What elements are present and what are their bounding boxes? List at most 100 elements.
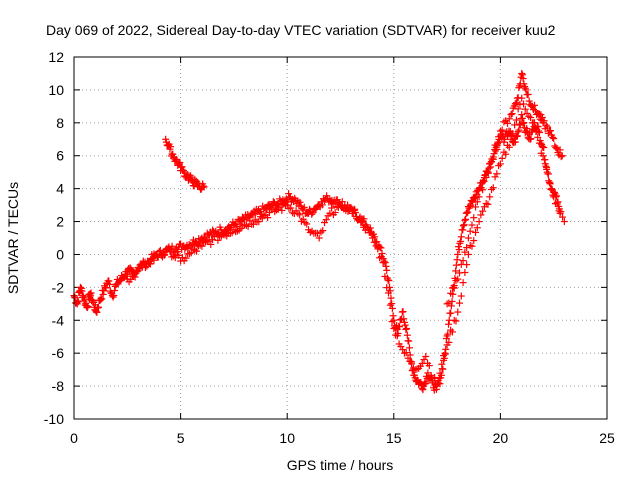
data-point: [470, 195, 478, 203]
data-point: [448, 297, 456, 305]
data-point: [287, 204, 295, 212]
data-point: [383, 284, 391, 292]
data-point: [475, 193, 483, 201]
data-point: [319, 227, 327, 235]
data-point: [558, 152, 566, 160]
data-point: [463, 244, 471, 252]
data-point: [498, 154, 506, 162]
data-point: [322, 216, 330, 224]
data-points: [70, 69, 568, 394]
data-point: [96, 296, 104, 304]
data-point: [512, 99, 520, 107]
data-point: [390, 325, 398, 332]
data-point: [333, 203, 341, 211]
data-point: [456, 299, 464, 307]
data-point: [308, 210, 316, 218]
data-point: [479, 207, 487, 215]
data-point: [249, 220, 257, 228]
y-tick-label: 4: [56, 181, 64, 197]
data-point: [522, 86, 530, 94]
data-point: [535, 139, 543, 147]
data-point: [531, 101, 539, 109]
data-point: [464, 250, 472, 258]
data-point: [143, 262, 151, 270]
data-point: [521, 84, 529, 92]
data-point: [491, 173, 499, 181]
data-point: [399, 346, 407, 354]
data-point: [488, 185, 496, 193]
data-point: [95, 303, 103, 311]
data-point: [519, 100, 527, 108]
data-point: [508, 110, 516, 118]
data-point: [452, 317, 460, 325]
data-point: [370, 238, 378, 246]
data-point: [521, 83, 529, 91]
data-point: [285, 190, 293, 198]
data-point: [175, 251, 183, 259]
data-point: [544, 170, 552, 178]
data-point: [454, 275, 462, 283]
data-point: [193, 178, 201, 186]
data-point: [436, 369, 444, 377]
y-tick-label: 2: [56, 214, 64, 230]
data-point: [493, 170, 501, 178]
data-point: [528, 119, 536, 127]
data-point: [445, 338, 453, 346]
data-point: [461, 216, 469, 224]
data-point: [150, 256, 158, 264]
data-point: [179, 167, 187, 175]
data-point: [552, 144, 560, 151]
data-point: [445, 299, 453, 307]
y-axis-label: SDTVAR / TECUs: [5, 182, 21, 294]
data-point: [540, 117, 548, 125]
data-point: [530, 123, 538, 131]
data-point: [464, 234, 472, 242]
data-point: [470, 214, 478, 222]
data-point: [408, 358, 416, 366]
data-point: [212, 230, 220, 238]
data-point: [527, 135, 535, 143]
y-tick-label: 8: [56, 115, 64, 131]
data-point: [78, 287, 86, 295]
data-point: [377, 253, 385, 261]
data-point: [547, 127, 555, 135]
data-point: [441, 350, 449, 358]
data-point: [480, 174, 488, 182]
data-point: [511, 100, 519, 108]
data-point: [383, 266, 391, 274]
data-point: [385, 277, 393, 285]
data-point: [351, 205, 359, 213]
data-point: [553, 145, 561, 153]
data-point: [431, 373, 439, 381]
data-point: [514, 128, 522, 136]
data-point: [419, 386, 427, 394]
y-tick-label: -10: [44, 411, 64, 427]
data-point: [402, 349, 410, 357]
data-point: [493, 142, 501, 150]
data-point: [519, 119, 527, 127]
data-point: [209, 236, 217, 244]
data-point: [486, 163, 494, 171]
data-point: [540, 144, 548, 152]
data-point: [278, 206, 286, 214]
data-point: [378, 250, 386, 258]
data-point: [509, 130, 517, 138]
data-point: [74, 298, 82, 306]
data-point: [466, 202, 474, 210]
data-point: [457, 292, 465, 300]
x-tick-label: 5: [177, 430, 185, 446]
data-point: [543, 123, 551, 131]
data-point: [84, 302, 92, 310]
data-point: [382, 262, 390, 270]
data-point: [514, 105, 522, 113]
data-point: [384, 289, 392, 297]
data-point: [459, 222, 467, 230]
data-point: [557, 208, 565, 216]
data-point: [400, 315, 408, 323]
y-tick-label: 6: [56, 148, 64, 164]
data-point: [454, 250, 462, 258]
data-point: [520, 119, 528, 127]
data-point: [515, 126, 523, 134]
data-point: [484, 200, 492, 208]
